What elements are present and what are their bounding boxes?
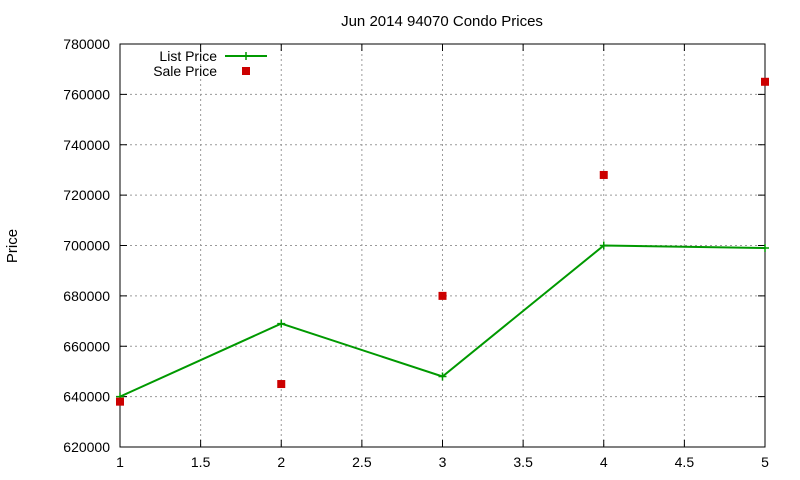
x-tick-label: 4.5 xyxy=(675,454,695,470)
legend-plus-swatch xyxy=(242,52,250,60)
sale-price-point xyxy=(277,380,286,389)
series-1 xyxy=(116,77,769,406)
y-tick-label: 620000 xyxy=(63,439,110,455)
grid-lines xyxy=(120,44,765,447)
series-layer xyxy=(116,77,769,406)
x-tick-label: 2 xyxy=(277,454,285,470)
sale-price-point xyxy=(438,291,447,300)
y-tick-label: 660000 xyxy=(63,338,110,354)
sale-price-point xyxy=(116,397,124,406)
x-tick-label: 3 xyxy=(439,454,447,470)
y-tick-label: 680000 xyxy=(63,288,110,304)
y-tick-label: 640000 xyxy=(63,389,110,405)
y-tick-label: 700000 xyxy=(63,238,110,254)
x-tick-label: 5 xyxy=(761,454,769,470)
y-tick-label: 760000 xyxy=(63,86,110,102)
x-tick-label: 1 xyxy=(116,454,124,470)
x-tick-label: 3.5 xyxy=(513,454,533,470)
y-tick-label: 780000 xyxy=(63,36,110,52)
list-price-point xyxy=(599,241,608,250)
sale-price-point xyxy=(761,77,769,86)
list-price-point xyxy=(277,319,286,328)
list-price-point xyxy=(438,372,447,381)
legend-square-swatch xyxy=(242,67,250,75)
list-price-point xyxy=(761,244,769,253)
x-tick-label: 4 xyxy=(600,454,608,470)
chart-title: Jun 2014 94070 Condo Prices xyxy=(341,13,543,30)
x-tick-label: 2.5 xyxy=(352,454,372,470)
x-tick-label: 1.5 xyxy=(191,454,211,470)
legend-label: List Price xyxy=(159,48,217,64)
axis-ticks: 1 1.5 2 2.5 3 3.5 4 4.5 5 620000 640000 660000 68000… xyxy=(63,36,769,470)
y-tick-label: 720000 xyxy=(63,187,110,203)
y-tick-label: 740000 xyxy=(63,137,110,153)
sale-price-point xyxy=(599,170,608,179)
legend-label: Sale Price xyxy=(153,63,217,79)
y-axis-label: Price xyxy=(4,229,21,263)
